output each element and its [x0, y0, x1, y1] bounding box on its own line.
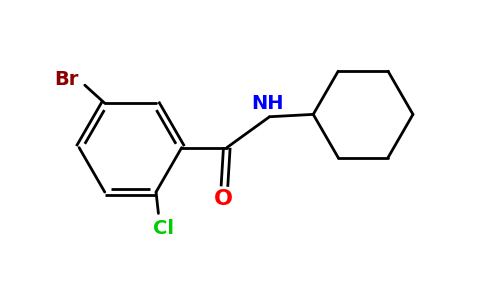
- Text: NH: NH: [251, 94, 284, 113]
- Text: Cl: Cl: [152, 219, 174, 238]
- Text: Br: Br: [55, 70, 79, 89]
- Text: O: O: [214, 189, 233, 209]
